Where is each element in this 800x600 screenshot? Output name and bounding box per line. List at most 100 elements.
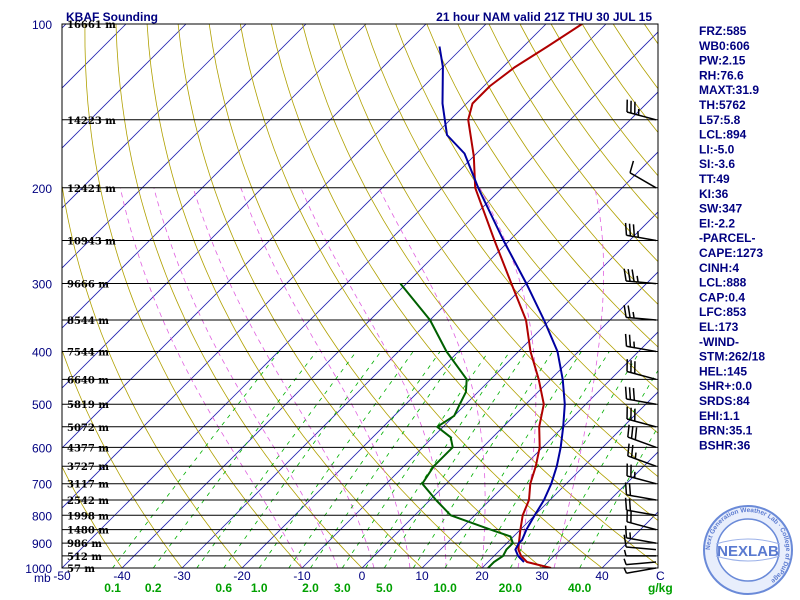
- dry-adiabat-line: [302, 24, 658, 522]
- mixing-ratio-tick-label: 0.1: [104, 581, 121, 595]
- y-tick-label: 200: [32, 182, 52, 196]
- mixing-ratio-tick-label: 3.0: [334, 581, 351, 595]
- sounding-index: SHR+:0.0: [699, 379, 752, 393]
- sounding-index: BSHR:36: [699, 438, 751, 452]
- sounding-index: FRZ:585: [699, 24, 747, 38]
- sounding-index: BRN:35.1: [699, 424, 753, 438]
- isotherm-line: [62, 24, 547, 509]
- dry-adiabat-line: [177, 24, 483, 568]
- y-tick-label: 100: [32, 18, 52, 32]
- dry-adiabat-line: [115, 24, 363, 568]
- wind-barb: [624, 222, 657, 242]
- y-tick-label: 300: [32, 278, 52, 292]
- sounding-index: CAPE:1273: [699, 246, 763, 260]
- isotherm-line: [121, 31, 658, 568]
- sounding-index: -WIND-: [699, 335, 739, 349]
- wind-barb: [627, 424, 657, 449]
- sounding-index: CINH:4: [699, 261, 739, 275]
- height-label: 6640 m: [67, 375, 109, 386]
- sounding-index: MAXT:31.9: [699, 83, 759, 97]
- height-label: 3117 m: [67, 480, 109, 491]
- sounding-index: EL:173: [699, 320, 739, 334]
- y-tick-label: 1000: [25, 562, 52, 576]
- dry-adiabat-line: [62, 348, 183, 568]
- mixing-ratio-tick-label: 1.0: [251, 581, 268, 595]
- sounding-index: RH:76.6: [699, 68, 744, 82]
- height-label: 8544 m: [67, 316, 109, 327]
- wind-barb: [624, 525, 657, 544]
- height-label: 1480 m: [67, 526, 109, 537]
- y-tick-label: 500: [32, 398, 52, 412]
- mixing-ratio-tick-label: 0.2: [145, 581, 162, 595]
- sounding-index: EI:-2.2: [699, 216, 735, 230]
- x-tick-label: 10: [415, 569, 429, 583]
- sounding-index: CAP:0.4: [699, 290, 745, 304]
- height-label: 5072 m: [67, 423, 109, 434]
- height-label: 1998 m: [67, 511, 109, 522]
- isotherm-line: [62, 24, 367, 329]
- sounding-index: SRDS:84: [699, 394, 750, 408]
- height-label: 14223 m: [67, 116, 116, 127]
- isotherm-line: [301, 211, 658, 568]
- sounding-index: EHI:1.1: [699, 409, 740, 423]
- temperature-trace: [467, 24, 583, 568]
- logo-text: NEXLAB: [717, 543, 779, 560]
- dry-adiabat-line: [62, 182, 243, 568]
- wind-barb: [624, 497, 657, 517]
- wind-barb: [629, 160, 657, 189]
- height-label: 512 m: [67, 552, 102, 563]
- sounding-index: KI:36: [699, 187, 729, 201]
- chart-subtitle: 21 hour NAM valid 21Z THU 30 JUL 15: [436, 10, 652, 24]
- dry-adiabat-line: [395, 24, 658, 391]
- sounding-index: SW:347: [699, 202, 742, 216]
- wind-barb: [624, 386, 657, 405]
- height-label: 986 m: [67, 539, 102, 550]
- wind-barb: [626, 463, 657, 485]
- y-tick-label: 700: [32, 478, 52, 492]
- dry-adiabat-line: [426, 24, 658, 348]
- dry-adiabat-line: [239, 24, 603, 568]
- parcel-trace: [438, 46, 566, 563]
- isotherm-line: [421, 331, 658, 568]
- sounding-indices-panel: FRZ:585WB0:606PW:2.15RH:76.6MAXT:31.9TH:…: [699, 24, 765, 452]
- height-label: 10943 m: [67, 236, 116, 247]
- wind-barb: [626, 359, 657, 381]
- isotherm-line: [62, 24, 607, 568]
- sounding-index: LCL:894: [699, 128, 747, 142]
- height-label: 12421 m: [67, 184, 116, 195]
- mixing-ratio-tick-label: 20.0: [499, 581, 523, 595]
- isotherm-line: [62, 24, 307, 269]
- sounding-index: SI:-3.6: [699, 157, 735, 171]
- dry-adiabat-line: [84, 24, 303, 568]
- wind-barb: [623, 558, 657, 566]
- isotherm-line: [241, 151, 658, 568]
- x-axis-unit-label: C: [656, 569, 665, 583]
- mixing-ratio-tick-label: 2.0: [302, 581, 319, 595]
- isotherm-line: [62, 24, 487, 449]
- wind-barb: [623, 549, 656, 557]
- wind-barb: [623, 534, 657, 551]
- x-tick-label: -30: [173, 569, 191, 583]
- height-label: 4377 m: [67, 443, 109, 454]
- height-label: 3727 m: [67, 462, 109, 473]
- x-tick-label: 0: [359, 569, 366, 583]
- isotherm-line: [62, 24, 187, 149]
- y-axis-unit-label: mb: [34, 571, 51, 585]
- dry-adiabat-line: [364, 24, 658, 434]
- dry-adiabat-line: [62, 465, 123, 568]
- sounding-index: HEL:145: [699, 364, 747, 378]
- isotherm-line: [62, 24, 247, 209]
- wind-barb: [626, 406, 657, 428]
- x-tick-label: 20: [475, 569, 489, 583]
- moist-adiabat-line: [119, 187, 303, 568]
- sounding-index: TH:5762: [699, 98, 746, 112]
- moist-adiabat-line: [553, 187, 604, 568]
- chart-title: KBAF Sounding: [66, 10, 158, 24]
- height-label: 7544 m: [67, 348, 109, 359]
- mixing-ratio-unit-label: g/kg: [648, 581, 673, 595]
- wind-barb: [623, 268, 657, 285]
- sounding-index: PW:2.15: [699, 54, 746, 68]
- x-tick-label: -40: [113, 569, 131, 583]
- dry-adiabat-line: [271, 24, 658, 566]
